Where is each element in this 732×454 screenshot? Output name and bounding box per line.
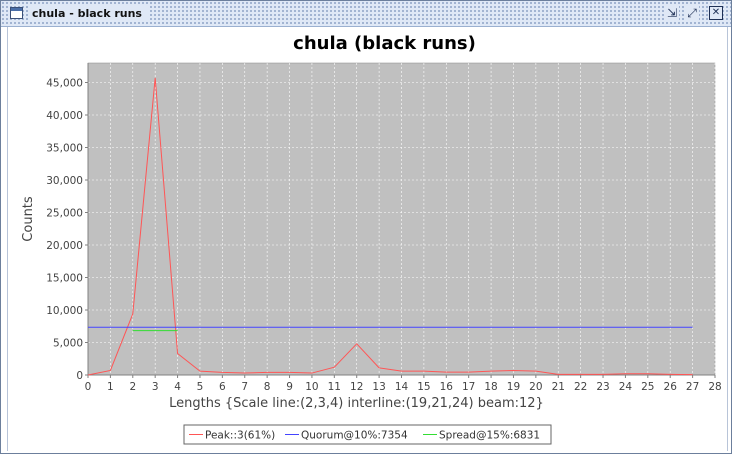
x-tick-label: 20 xyxy=(529,381,542,393)
x-tick-label: 4 xyxy=(174,381,181,393)
x-tick-label: 14 xyxy=(395,381,409,393)
chart-panel: 0 1 2 3 4 5 6 7 8 9 10 11 12 13 14 15 16 17 18 19 20 21 22 23 24… xyxy=(7,27,728,451)
x-tick-label: 24 xyxy=(619,381,633,393)
y-tick-label: 45,000 xyxy=(46,78,83,90)
x-tick-label: 15 xyxy=(417,381,430,393)
x-tick-label: 6 xyxy=(219,381,226,393)
maximize-icon[interactable]: ⤢ xyxy=(685,6,699,20)
legend-label-0: Peak::3(61%) xyxy=(205,430,275,442)
x-tick-label: 10 xyxy=(305,381,318,393)
x-tick-label: 23 xyxy=(596,381,609,393)
y-tick-label: 10,000 xyxy=(46,305,83,317)
x-tick-label: 12 xyxy=(350,381,363,393)
legend-box xyxy=(183,424,552,445)
chart-title: chula (black runs) xyxy=(293,33,476,54)
x-tick-label: 26 xyxy=(664,381,678,393)
x-tick-label: 2 xyxy=(129,381,136,393)
x-tick-label: 27 xyxy=(686,381,699,393)
x-tick-label: 16 xyxy=(440,381,454,393)
y-tick-label: 25,000 xyxy=(46,208,83,220)
x-tick-label: 21 xyxy=(552,381,565,393)
legend-label-2: Spread@15%:6831 xyxy=(439,430,540,442)
window-titlebar[interactable]: chula - black runs ⇲ ⤢ ✕ xyxy=(1,1,731,27)
window-icon xyxy=(10,7,23,19)
window-title: chula - black runs xyxy=(28,5,148,22)
x-tick-label: 5 xyxy=(197,381,204,393)
x-tick-label: 17 xyxy=(462,381,475,393)
x-tick-label: 28 xyxy=(708,381,721,393)
x-tick-label: 25 xyxy=(641,381,654,393)
x-tick-label: 1 xyxy=(107,381,114,393)
y-tick-label: 40,000 xyxy=(46,110,83,122)
x-tick-label: 22 xyxy=(574,381,587,393)
x-tick-label: 7 xyxy=(241,381,248,393)
x-axis-label: Lengths {Scale line:(2,3,4) interline:(1… xyxy=(169,396,544,411)
x-tick-label: 8 xyxy=(264,381,271,393)
chart-svg: 0 1 2 3 4 5 6 7 8 9 10 11 12 13 14 15 16 17 18 19 20 21 22 23 24… xyxy=(21,33,722,445)
legend-label-1: Quorum@10%:7354 xyxy=(301,430,408,442)
series-line-0 xyxy=(87,77,693,376)
x-tick-label: 9 xyxy=(286,381,293,393)
y-tick-label: 5,000 xyxy=(53,338,83,350)
close-icon[interactable]: ✕ xyxy=(709,6,723,20)
x-tick-label: 3 xyxy=(152,381,159,393)
y-tick-label: 0 xyxy=(76,370,83,382)
iconify-icon[interactable]: ⇲ xyxy=(665,6,679,20)
x-tick-label: 13 xyxy=(372,381,385,393)
y-tick-label: 30,000 xyxy=(46,175,83,187)
y-tick-label: 35,000 xyxy=(46,143,83,155)
x-tick-label: 18 xyxy=(484,381,497,393)
y-tick-label: 20,000 xyxy=(46,240,83,252)
x-tick-label: 0 xyxy=(85,381,92,393)
y-tick-label: 15,000 xyxy=(46,273,83,285)
y-axis-label: Counts xyxy=(21,196,36,242)
x-tick-label: 19 xyxy=(507,381,520,393)
x-tick-label: 11 xyxy=(328,381,341,393)
